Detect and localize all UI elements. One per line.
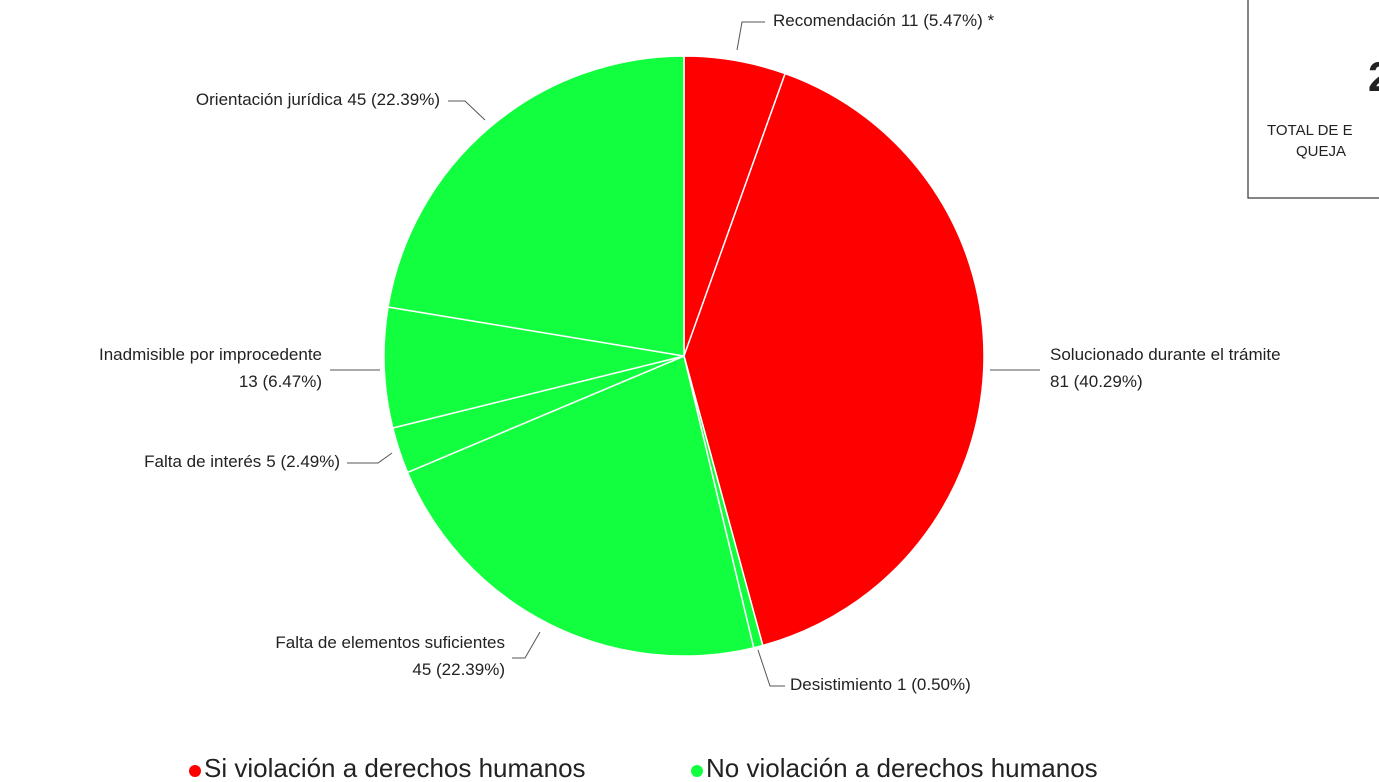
slice-name: Recomendación bbox=[773, 11, 896, 30]
leader-line bbox=[448, 100, 486, 121]
pie-slice bbox=[406, 354, 755, 657]
legend-marker bbox=[189, 765, 201, 777]
summary-box bbox=[1247, 0, 1379, 199]
slice-value-label: 81 (40.29%) bbox=[1050, 372, 1143, 391]
slice-name: Orientación jurídica bbox=[196, 90, 343, 109]
slice-name: Falta de interés bbox=[144, 452, 261, 471]
leader-line bbox=[736, 21, 765, 51]
summary-line: QUEJA bbox=[1296, 143, 1346, 160]
summary-line: TOTAL DE E bbox=[1267, 122, 1353, 139]
slice-label: Solucionado durante el trámite 81 (40.29%… bbox=[1050, 345, 1281, 391]
slice-value-label: 13 (6.47%) bbox=[239, 372, 322, 391]
slice-label: Desistimiento 1 (0.50%) bbox=[790, 675, 971, 694]
slice-name: Falta de elementos suficientes bbox=[275, 633, 505, 652]
slice-label: Recomendación 11 (5.47%) * bbox=[773, 11, 994, 30]
slice-name: Desistimiento bbox=[790, 675, 892, 694]
slice-label: Orientación jurídica 45 (22.39%) bbox=[196, 90, 440, 109]
pie-slice bbox=[383, 306, 685, 429]
leader-line bbox=[757, 649, 785, 687]
legend-marker bbox=[691, 765, 703, 777]
slice-name: Solucionado durante el trámite bbox=[1050, 345, 1281, 364]
pie-slice bbox=[387, 55, 685, 357]
leader-line bbox=[512, 631, 541, 659]
slice-value-label: 45 (22.39%) bbox=[412, 660, 505, 679]
slice-name: Inadmisible por improcedente bbox=[99, 345, 322, 364]
slice-label: Inadmisible por improcedente 13 (6.47%) bbox=[99, 345, 322, 391]
leader-line bbox=[347, 452, 393, 464]
legend-label: No violación a derechos humanos bbox=[706, 753, 1098, 782]
slice-value-label: 5 (2.49%) bbox=[266, 452, 340, 471]
summary-number: 2 bbox=[1368, 53, 1379, 100]
legend-label: Si violación a derechos humanos bbox=[204, 753, 586, 782]
slice-value-label: 1 (0.50%) bbox=[897, 675, 971, 694]
slice-label: Falta de interés 5 (2.49%) bbox=[144, 452, 340, 471]
slice-label: Falta de elementos suficientes 45 (22.39%… bbox=[275, 633, 505, 679]
slice-value-label: 45 (22.39%) bbox=[347, 90, 440, 109]
pie-slice bbox=[683, 72, 985, 647]
slice-value-label: 11 (5.47%) * bbox=[901, 11, 995, 30]
